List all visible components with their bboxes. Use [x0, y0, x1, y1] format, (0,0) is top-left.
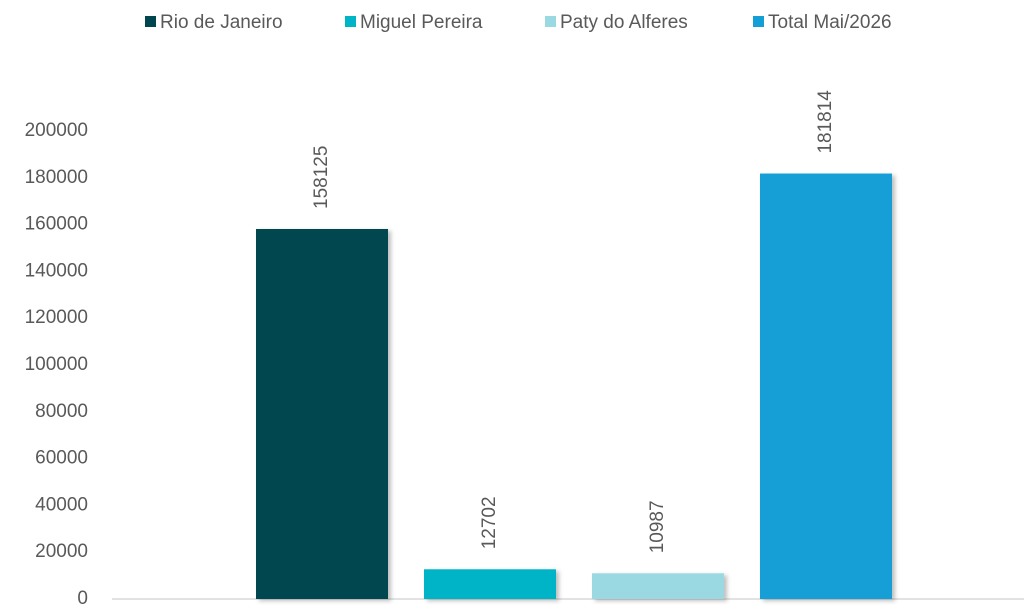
legend-swatch	[345, 16, 356, 27]
y-tick-label: 120000	[25, 307, 88, 328]
y-tick-label: 80000	[35, 401, 88, 422]
data-label: 181814	[815, 90, 836, 154]
data-label: 10987	[647, 500, 668, 553]
data-label: 12702	[479, 496, 500, 549]
y-tick-label: 100000	[25, 354, 88, 375]
y-tick-label: 160000	[25, 214, 88, 235]
legend-label: Miguel Pereira	[360, 12, 483, 33]
legend-label: Total Mai/2026	[768, 12, 892, 33]
y-tick-label: 40000	[35, 494, 88, 515]
y-tick-label: 200000	[25, 120, 88, 141]
bar	[424, 569, 556, 599]
legend-swatch	[145, 16, 156, 27]
y-tick-label: 20000	[35, 541, 88, 562]
bar	[256, 228, 388, 600]
legend-label: Paty do Alferes	[560, 12, 688, 33]
y-tick-label: 0	[77, 588, 88, 605]
bar	[760, 173, 892, 599]
bar	[592, 573, 724, 599]
y-tick-label: 140000	[25, 260, 88, 281]
legend-swatch	[753, 16, 764, 27]
legend-label: Rio de Janeiro	[160, 12, 283, 33]
y-tick-label: 60000	[35, 448, 88, 469]
data-label: 158125	[311, 146, 332, 209]
legend-swatch	[545, 16, 556, 27]
y-tick-label: 180000	[25, 167, 88, 188]
